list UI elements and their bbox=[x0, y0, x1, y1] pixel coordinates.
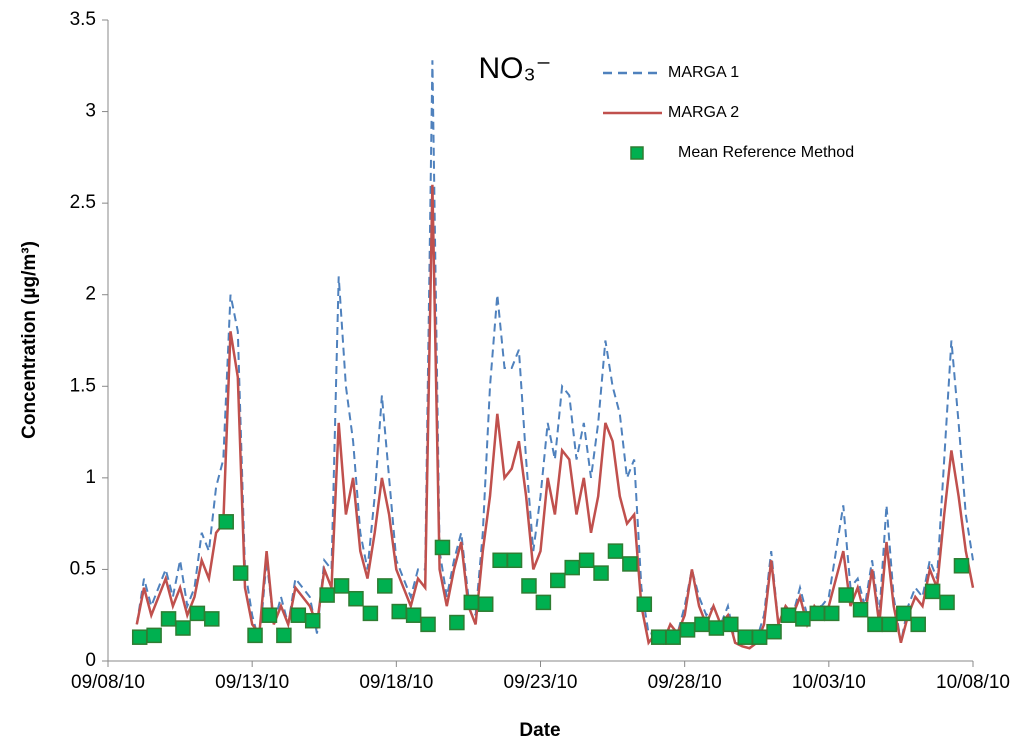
marker bbox=[160, 611, 177, 627]
marker bbox=[809, 605, 826, 622]
marker bbox=[881, 616, 898, 633]
legend-marker bbox=[630, 146, 644, 160]
legend-label: Mean Reference Method bbox=[678, 144, 854, 161]
marker bbox=[723, 616, 739, 633]
marker bbox=[708, 620, 725, 636]
marker bbox=[232, 565, 249, 581]
x-tick-label: 10/08/10 bbox=[936, 672, 1010, 693]
marker bbox=[434, 539, 451, 556]
marker bbox=[867, 616, 883, 633]
marker bbox=[910, 616, 926, 633]
marker bbox=[261, 607, 278, 623]
marker bbox=[189, 605, 206, 622]
marker bbox=[679, 622, 696, 638]
legend-label: MARGA 2 bbox=[668, 104, 739, 121]
marker bbox=[636, 596, 653, 612]
y-tick-label: 1 bbox=[85, 467, 96, 488]
marker bbox=[593, 565, 609, 581]
marker bbox=[290, 607, 307, 623]
marker bbox=[852, 601, 869, 618]
marker bbox=[564, 559, 580, 576]
marker bbox=[795, 611, 811, 627]
marker bbox=[463, 594, 480, 611]
y-axis-label: Concentration (µg/m³) bbox=[19, 241, 40, 439]
x-tick-label: 09/23/10 bbox=[504, 672, 578, 693]
x-tick-label: 09/08/10 bbox=[71, 672, 145, 693]
marker bbox=[319, 587, 335, 603]
marker bbox=[896, 605, 912, 622]
y-tick-label: 2.5 bbox=[70, 192, 96, 213]
marker bbox=[780, 607, 797, 623]
marker bbox=[650, 629, 667, 645]
marker bbox=[578, 552, 595, 569]
chart-title: NO₃⁻ bbox=[478, 52, 551, 85]
marker bbox=[204, 611, 220, 627]
marker bbox=[391, 603, 407, 620]
marker bbox=[420, 616, 436, 633]
y-tick-label: 3 bbox=[85, 101, 96, 122]
marker bbox=[175, 620, 191, 636]
marker bbox=[751, 629, 768, 645]
marker bbox=[607, 543, 624, 559]
marker bbox=[492, 552, 508, 569]
marker bbox=[131, 629, 148, 645]
x-axis-label: Date bbox=[519, 720, 560, 741]
legend-label: MARGA 1 bbox=[668, 64, 739, 81]
marker bbox=[823, 605, 840, 622]
marker bbox=[550, 572, 566, 589]
marker bbox=[405, 607, 422, 623]
marker bbox=[924, 583, 941, 600]
marker bbox=[218, 514, 234, 530]
y-tick-label: 0.5 bbox=[70, 558, 96, 579]
marker bbox=[449, 614, 465, 631]
marker bbox=[665, 629, 681, 645]
marker bbox=[333, 578, 350, 594]
marker bbox=[694, 616, 710, 633]
x-tick-label: 10/03/10 bbox=[792, 672, 866, 693]
marker bbox=[521, 578, 537, 594]
y-tick-label: 0 bbox=[85, 650, 96, 671]
marker bbox=[276, 627, 292, 644]
marker bbox=[838, 587, 854, 603]
marker bbox=[622, 556, 638, 572]
y-tick-label: 3.5 bbox=[70, 9, 96, 30]
y-tick-label: 1.5 bbox=[70, 375, 96, 396]
marker bbox=[737, 629, 753, 645]
x-tick-label: 09/18/10 bbox=[359, 672, 433, 693]
y-tick-label: 2 bbox=[85, 284, 96, 305]
marker bbox=[766, 623, 782, 640]
marker bbox=[247, 627, 263, 644]
marker bbox=[348, 590, 364, 607]
marker bbox=[477, 596, 494, 612]
marker bbox=[377, 578, 393, 594]
marker bbox=[146, 627, 162, 644]
marker bbox=[506, 552, 523, 569]
x-tick-label: 09/13/10 bbox=[215, 672, 289, 693]
marker bbox=[939, 594, 955, 611]
marker bbox=[362, 605, 379, 622]
x-tick-label: 09/28/10 bbox=[648, 672, 722, 693]
marker bbox=[953, 558, 970, 574]
marker bbox=[535, 594, 552, 611]
marker bbox=[304, 612, 321, 629]
